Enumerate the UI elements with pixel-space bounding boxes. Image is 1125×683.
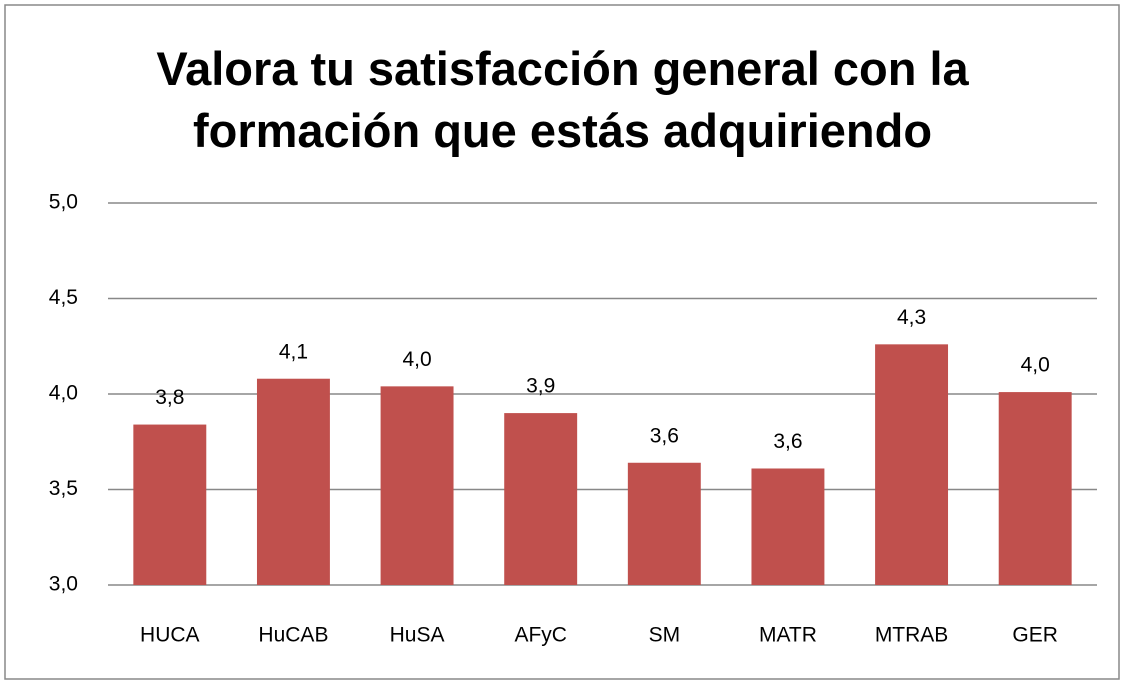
y-tick-label: 4,0	[49, 382, 78, 405]
value-label: 3,8	[155, 386, 184, 409]
bar	[627, 462, 701, 585]
x-tick-label: MTRAB	[875, 624, 949, 647]
y-tick-label: 3,5	[49, 477, 78, 500]
bar	[133, 424, 207, 585]
chart-title: Valora tu satisfacción general con la fo…	[156, 42, 969, 157]
bar	[504, 413, 578, 585]
value-label: 4,0	[402, 348, 431, 371]
bar	[998, 392, 1072, 585]
bar	[380, 386, 454, 585]
bar	[751, 468, 825, 585]
value-label: 3,6	[650, 424, 679, 447]
x-tick-label: SM	[649, 624, 681, 647]
x-tick-label: HuCAB	[258, 624, 328, 647]
x-tick-label: GER	[1012, 624, 1058, 647]
y-tick-label: 5,0	[49, 191, 78, 214]
value-label: 4,1	[279, 340, 308, 363]
value-label: 4,0	[1021, 354, 1050, 377]
bar	[256, 378, 330, 585]
value-label: 3,6	[773, 430, 802, 453]
y-tick-label: 4,5	[49, 286, 78, 309]
x-tick-label: MATR	[759, 624, 817, 647]
x-tick-label: AFyC	[514, 624, 567, 647]
x-tick-label: HUCA	[140, 624, 200, 647]
bar	[875, 344, 949, 585]
x-tick-label: HuSA	[390, 624, 445, 647]
y-tick-label: 3,0	[49, 573, 78, 596]
value-label: 3,9	[526, 375, 555, 398]
chart-border	[4, 4, 1120, 680]
value-label: 4,3	[897, 306, 926, 329]
